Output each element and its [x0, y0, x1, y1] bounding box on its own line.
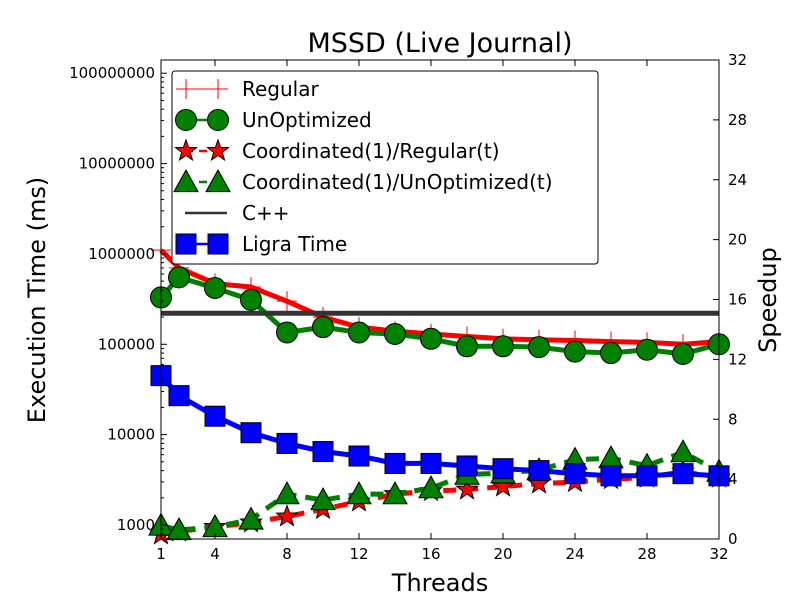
- data-point-ligra-time-2: [168, 385, 190, 407]
- data-point-ligra-time-30: [672, 463, 694, 485]
- data-point-ligra-time-8: [276, 432, 298, 454]
- data-point-ligra-time-28: [636, 465, 658, 487]
- y-left-tick-label-10000000: 10000000: [79, 155, 155, 173]
- legend-entry-ligra-time: Ligra Time: [175, 232, 347, 256]
- y-right-tick-label-24: 24: [728, 171, 747, 189]
- x-axis-label: Threads: [391, 569, 488, 597]
- legend: Regular UnOptimized Coordinated(1)/Regular…: [171, 70, 599, 265]
- data-point-unoptimized-14: [384, 322, 406, 345]
- data-point-coordinated-1-unoptimized-t-2: [166, 516, 192, 541]
- data-point-coordinated-1-unoptimized-t-14: [382, 481, 408, 505]
- legend-marker-unoptimized: [175, 109, 197, 131]
- data-point-ligra-time-20: [492, 458, 514, 480]
- y-right-tick-label-4: 4: [728, 470, 738, 488]
- legend-label-regular: Regular: [242, 77, 319, 101]
- data-point-ligra-time-16: [420, 452, 442, 474]
- x-tick-label-20: 20: [493, 545, 512, 563]
- data-point-unoptimized-4: [204, 276, 226, 299]
- y-right-tick-label-8: 8: [728, 410, 738, 428]
- data-point-unoptimized-30: [672, 343, 694, 366]
- data-point-unoptimized-26: [600, 342, 622, 365]
- data-point-unoptimized-16: [420, 327, 442, 350]
- x-tick-label-8: 8: [282, 545, 292, 563]
- y-right-tick-label-0: 0: [728, 530, 738, 548]
- data-point-coordinated-1-unoptimized-t-10: [310, 487, 336, 511]
- x-tick-label-32: 32: [709, 545, 728, 563]
- legend-entry-c: C++: [185, 201, 289, 225]
- legend-label-unoptimized: UnOptimized: [242, 108, 372, 132]
- x-tick-label-24: 24: [565, 545, 584, 563]
- legend-marker-ligra-time: [175, 233, 197, 255]
- legend-entry-coordinated-1-regular-t: Coordinated(1)/Regular(t): [174, 138, 500, 163]
- legend-label-ligra-time: Ligra Time: [242, 232, 347, 256]
- data-point-unoptimized-10: [312, 316, 334, 339]
- data-point-coordinated-1-unoptimized-t-12: [346, 481, 372, 505]
- data-point-unoptimized-20: [492, 335, 514, 358]
- data-point-coordinated-1-regular-t-18: [455, 477, 479, 500]
- legend-entry-regular: Regular: [176, 77, 319, 101]
- legend-marker-end-regular: [208, 79, 228, 99]
- legend-marker-end-coordinated-1-unoptimized-t: [205, 168, 231, 193]
- legend-marker-end-coordinated-1-regular-t: [206, 138, 230, 162]
- y-axis-left-label: Execution Time (ms): [23, 177, 51, 423]
- data-point-ligra-time-12: [348, 445, 370, 467]
- y-right-tick-label-16: 16: [728, 291, 747, 309]
- series-ligra-time: [150, 365, 730, 487]
- legend-box: [171, 70, 599, 265]
- y-axis-right-label: Speedup: [754, 247, 782, 353]
- data-point-coordinated-1-regular-t-8: [275, 504, 299, 527]
- plot-area: [148, 240, 732, 545]
- data-point-ligra-time-14: [384, 452, 406, 474]
- legend-entry-unoptimized: UnOptimized: [175, 108, 372, 132]
- data-point-regular-8: [277, 291, 297, 312]
- axes: 1 4 8 12 16 20 24 28 32 1000 10000 100000 1000000 100…: [69, 51, 747, 563]
- y-right-tick-label-20: 20: [728, 231, 747, 249]
- y-left-tick-label-1000: 1000: [117, 516, 155, 534]
- data-point-unoptimized-2: [168, 266, 190, 289]
- data-point-unoptimized-18: [456, 335, 478, 358]
- data-point-coordinated-1-unoptimized-t-16: [418, 475, 444, 499]
- y-left-tick-label-100000000: 100000000: [69, 64, 155, 82]
- legend-marker-end-unoptimized: [207, 109, 229, 131]
- data-point-unoptimized-6: [240, 288, 262, 311]
- legend-marker-coordinated-1-unoptimized-t: [173, 168, 199, 193]
- data-point-ligra-time-18: [456, 455, 478, 477]
- data-point-unoptimized-22: [528, 336, 550, 359]
- data-point-ligra-time-6: [240, 422, 262, 444]
- data-point-coordinated-1-unoptimized-t-30: [670, 439, 696, 463]
- series-unoptimized: [150, 266, 730, 366]
- x-tick-label-28: 28: [637, 545, 656, 563]
- x-tick-label-12: 12: [349, 545, 368, 563]
- data-point-coordinated-1-unoptimized-t-6: [238, 506, 264, 530]
- y-right-tick-label-12: 12: [728, 350, 747, 368]
- data-point-ligra-time-4: [204, 405, 226, 427]
- y-right-tick-label-28: 28: [728, 111, 747, 129]
- data-point-ligra-time-10: [312, 441, 334, 463]
- legend-entry-coordinated-1-unoptimized-t: Coordinated(1)/UnOptimized(t): [173, 168, 553, 194]
- x-tick-label-4: 4: [210, 545, 220, 563]
- data-point-ligra-time-22: [528, 460, 550, 482]
- legend-label-coordinated-1-unoptimized-t: Coordinated(1)/UnOptimized(t): [242, 170, 553, 194]
- legend-marker-regular: [176, 79, 196, 99]
- data-point-unoptimized-24: [564, 340, 586, 363]
- data-point-unoptimized-28: [636, 338, 658, 361]
- data-point-unoptimized-8: [276, 321, 298, 344]
- legend-label-coordinated-1-regular-t: Coordinated(1)/Regular(t): [242, 139, 500, 163]
- data-point-unoptimized-12: [348, 321, 370, 344]
- x-tick-label-1: 1: [156, 545, 166, 563]
- legend-label-c: C++: [242, 201, 289, 225]
- legend-marker-coordinated-1-regular-t: [174, 138, 198, 162]
- data-point-ligra-time-24: [564, 463, 586, 485]
- y-left-tick-label-1000000: 1000000: [88, 245, 155, 263]
- y-right-tick-label-32: 32: [728, 51, 747, 69]
- legend-marker-end-ligra-time: [207, 233, 229, 255]
- chart-title: MSSD (Live Journal): [307, 28, 572, 59]
- data-point-coordinated-1-unoptimized-t-8: [274, 481, 300, 505]
- y-left-tick-label-10000: 10000: [107, 426, 155, 444]
- y-left-tick-label-100000: 100000: [98, 335, 155, 353]
- data-point-ligra-time-26: [600, 465, 622, 487]
- x-tick-label-16: 16: [421, 545, 440, 563]
